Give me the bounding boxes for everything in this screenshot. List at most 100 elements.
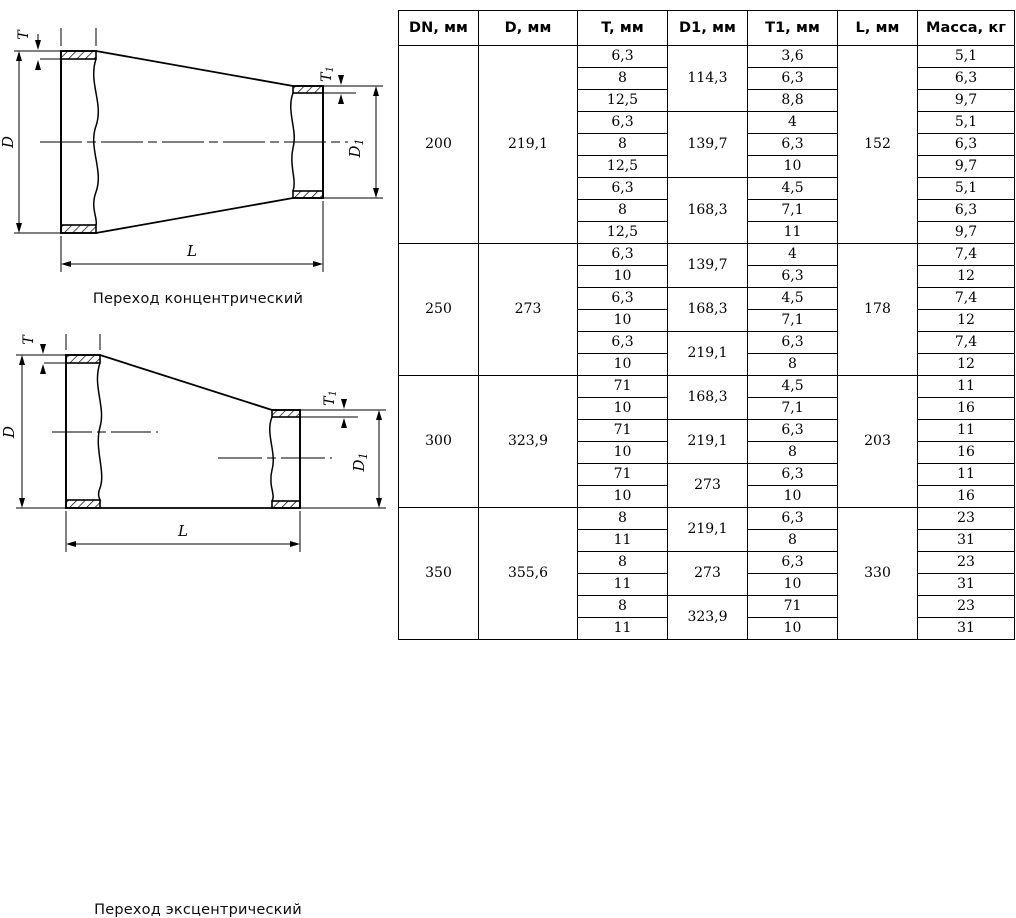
cell-t: 8 xyxy=(577,199,668,222)
cell-t1: 4,5 xyxy=(747,375,838,398)
cell-t: 8 xyxy=(577,133,668,156)
dimension-T xyxy=(35,28,97,70)
cell-t: 11 xyxy=(577,617,668,640)
cell-t: 10 xyxy=(577,353,668,376)
cell-mass: 23 xyxy=(917,507,1015,530)
label-D1: D1 xyxy=(346,138,366,158)
cell-mass: 7,4 xyxy=(917,243,1015,266)
cell-d1: 219,1 xyxy=(667,331,748,376)
concentric-reducer-caption: Переход концентрический xyxy=(92,291,304,307)
cell-t1: 7,1 xyxy=(747,199,838,222)
cell-t: 10 xyxy=(577,397,668,420)
cell-t: 6,3 xyxy=(577,331,668,354)
table-row: 10 7,1 16 xyxy=(399,397,1015,420)
cell-t1: 10 xyxy=(747,155,838,178)
concentric-reducer-svg: D D1 T xyxy=(0,28,383,272)
dimension-D1 xyxy=(318,85,383,199)
cell-mass: 16 xyxy=(917,397,1015,420)
cell-t1: 3,6 xyxy=(747,45,838,68)
column-header-d1: D1, мм xyxy=(667,10,748,46)
cell-t1: 8 xyxy=(747,441,838,464)
cell-t: 6,3 xyxy=(577,111,668,134)
label-L: L xyxy=(186,242,197,260)
cell-t: 11 xyxy=(577,529,668,552)
cell-d: 219,1 xyxy=(478,45,578,244)
cell-mass: 9,7 xyxy=(917,221,1015,244)
cell-t1: 6,3 xyxy=(747,463,838,486)
label-D: D xyxy=(0,426,18,439)
label-T: T xyxy=(21,334,37,345)
cell-t1: 7,1 xyxy=(747,309,838,332)
cell-t1: 11 xyxy=(747,221,838,244)
table-row: 12,5 10 9,7 xyxy=(399,155,1015,178)
cell-l: 203 xyxy=(837,375,918,508)
right-wall-hatch xyxy=(292,85,324,199)
cell-mass: 7,4 xyxy=(917,287,1015,310)
cell-d1: 168,3 xyxy=(667,287,748,332)
cell-mass: 11 xyxy=(917,463,1015,486)
cell-t1: 6,3 xyxy=(747,551,838,574)
table-row: 10 10 16 xyxy=(399,485,1015,508)
table-row: 12,5 8,8 9,7 xyxy=(399,89,1015,112)
cell-d1: 273 xyxy=(667,551,748,596)
label-T1: T1 xyxy=(319,66,336,82)
cell-mass: 11 xyxy=(917,375,1015,398)
cell-mass: 16 xyxy=(917,485,1015,508)
cell-mass: 5,1 xyxy=(917,177,1015,200)
left-wall-hatch xyxy=(60,50,97,234)
cell-d1: 139,7 xyxy=(667,111,748,178)
cell-t: 8 xyxy=(577,507,668,530)
column-header-d: D, мм xyxy=(478,10,578,46)
cell-t1: 71 xyxy=(747,595,838,618)
table-row: 6,3 168,3 4,5 5,1 xyxy=(399,177,1015,244)
table-row: 10 7,1 12 xyxy=(399,309,1015,332)
cell-d: 323,9 xyxy=(478,375,578,508)
label-D: D xyxy=(0,136,17,149)
dimension-T1 xyxy=(300,399,358,428)
cell-t1: 6,3 xyxy=(747,133,838,156)
cell-d1: 219,1 xyxy=(667,507,748,552)
cell-t: 12,5 xyxy=(577,89,668,112)
table-header: DN, мм D, мм T, мм D1, мм T1, мм L, мм М… xyxy=(398,10,1015,46)
cell-t: 10 xyxy=(577,265,668,288)
cell-mass: 12 xyxy=(917,353,1015,376)
table-row: 10 8 12 xyxy=(399,353,1015,376)
center-line xyxy=(52,431,332,459)
cell-t: 8 xyxy=(577,595,668,618)
table-row: 12,5 11 9,7 xyxy=(399,221,1015,244)
cell-mass: 6,3 xyxy=(917,199,1015,222)
cell-t1: 4 xyxy=(747,243,838,266)
cell-t: 6,3 xyxy=(577,243,668,266)
table-row: 11 10 31 xyxy=(399,617,1015,640)
cell-t1: 8 xyxy=(747,353,838,376)
table-row: 10 6,3 12 xyxy=(399,265,1015,288)
eccentric-reducer-svg: D D1 T xyxy=(0,334,386,552)
label-D1: D1 xyxy=(350,452,370,472)
table-row: 6,3 168,3 4,5 7,4 xyxy=(399,287,1015,332)
column-header-t1: T1, мм xyxy=(747,10,838,46)
cell-t: 10 xyxy=(577,485,668,508)
cell-mass: 5,1 xyxy=(917,111,1015,134)
cell-t1: 10 xyxy=(747,617,838,640)
cell-t1: 6,3 xyxy=(747,507,838,530)
header-row: DN, мм D, мм T, мм D1, мм T1, мм L, мм М… xyxy=(398,10,1015,46)
cell-dn: 250 xyxy=(398,243,479,376)
cell-mass: 31 xyxy=(917,529,1015,552)
cell-mass: 5,1 xyxy=(917,45,1015,68)
column-header-dn: DN, мм xyxy=(398,10,479,46)
cell-t1: 10 xyxy=(747,485,838,508)
eccentric-reducer-caption: Переход эксцентрический xyxy=(94,902,302,918)
break-line xyxy=(96,362,274,502)
cell-d1: 139,7 xyxy=(667,243,748,288)
label-T1: T1 xyxy=(322,390,339,406)
table-row: 200 219,1 6,3 114,3 3,6 152 5,1 xyxy=(398,45,1015,244)
cell-dn: 300 xyxy=(398,375,479,508)
table-row: 71 273 6,3 11 xyxy=(399,463,1015,508)
cell-mass: 23 xyxy=(917,595,1015,618)
cell-d1: 168,3 xyxy=(667,375,748,420)
cell-t1: 6,3 xyxy=(747,419,838,442)
cell-t1: 6,3 xyxy=(747,265,838,288)
cell-d1: 168,3 xyxy=(667,177,748,244)
table-row: 350 355,6 8 219,1 6,3 330 23 xyxy=(398,507,1015,640)
right-wall-hatch xyxy=(271,409,301,509)
